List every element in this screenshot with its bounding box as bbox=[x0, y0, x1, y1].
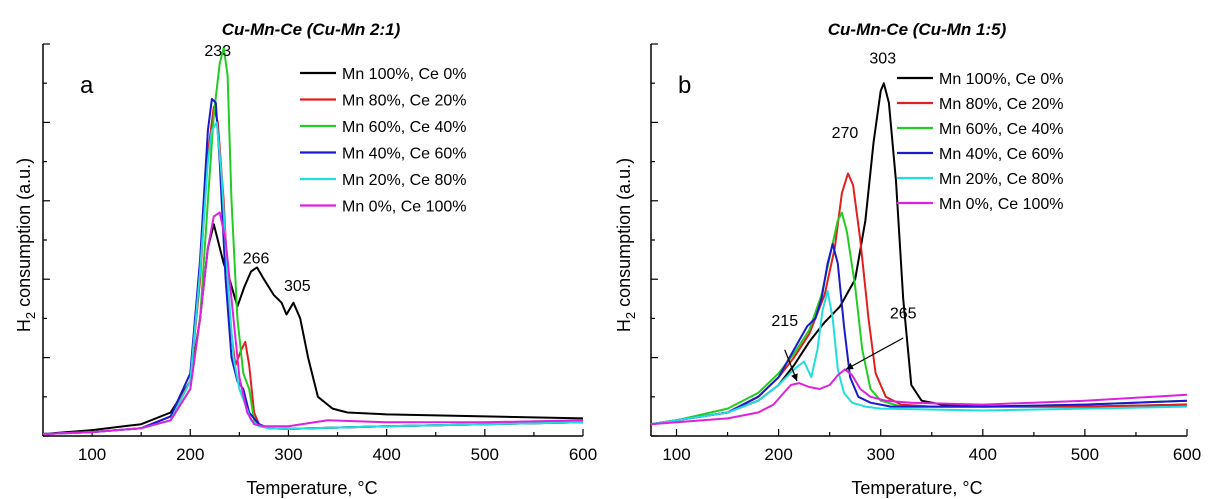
x-tick-label: 100 bbox=[662, 445, 690, 464]
legend-label: Mn 40%, Ce 60% bbox=[342, 146, 467, 163]
x-axis-label: Temperature, °C bbox=[851, 478, 982, 498]
annotation-arrow bbox=[845, 337, 904, 370]
legend-label: Mn 0%, Ce 100% bbox=[939, 196, 1064, 213]
x-tick-label: 500 bbox=[1071, 445, 1099, 464]
peak-label: 266 bbox=[243, 251, 270, 268]
data-series bbox=[650, 82, 1188, 426]
x-tick-label: 100 bbox=[78, 445, 106, 464]
legend-label: Mn 80%, Ce 20% bbox=[342, 93, 467, 110]
y-axis-label: H2 consumption (a.u.) bbox=[614, 158, 638, 332]
series-line-5 bbox=[42, 121, 584, 435]
peak-label: 305 bbox=[284, 278, 311, 295]
x-tick-label: 200 bbox=[764, 445, 792, 464]
x-tick-label: 400 bbox=[969, 445, 997, 464]
panel-letter: a bbox=[80, 72, 94, 99]
peak-label: 233 bbox=[204, 43, 231, 60]
x-tick-label: 600 bbox=[1173, 445, 1201, 464]
chart-panel-b: Cu-Mn-Ce (Cu-Mn 1:5) b H2 consumption (a… bbox=[614, 20, 1201, 498]
x-ticks: 100 200 300 400 500 600 bbox=[662, 429, 1201, 464]
series-line-4 bbox=[42, 97, 584, 435]
legend-label: Mn 20%, Ce 80% bbox=[939, 171, 1064, 188]
legend-label: Mn 0%, Ce 100% bbox=[342, 199, 467, 216]
axes bbox=[650, 43, 1187, 437]
peak-label: 270 bbox=[832, 125, 859, 142]
legend-label: Mn 100%, Ce 0% bbox=[939, 71, 1064, 88]
series-line-4 bbox=[650, 242, 1188, 426]
peak-annotations: 233 266 305 bbox=[204, 43, 310, 295]
axes bbox=[42, 43, 583, 437]
x-tick-label: 500 bbox=[471, 445, 499, 464]
x-tick-label: 300 bbox=[867, 445, 895, 464]
chart-panel-a: Cu-Mn-Ce (Cu-Mn 2:1) a H2 consumption (a… bbox=[14, 20, 597, 498]
series-line-3 bbox=[650, 211, 1188, 426]
peak-label: 265 bbox=[890, 305, 917, 322]
annotation-arrowhead bbox=[791, 373, 798, 382]
legend-label: Mn 100%, Ce 0% bbox=[342, 66, 467, 83]
series-line-2 bbox=[42, 105, 584, 435]
peak-label: 215 bbox=[771, 313, 798, 330]
series-line-1 bbox=[650, 82, 1188, 426]
chart-title: Cu-Mn-Ce (Cu-Mn 2:1) bbox=[222, 20, 401, 39]
data-series bbox=[42, 46, 584, 435]
legend-label: Mn 40%, Ce 60% bbox=[939, 146, 1064, 163]
series-line-1 bbox=[42, 223, 584, 435]
series-line-6 bbox=[650, 368, 1188, 426]
chart-title: Cu-Mn-Ce (Cu-Mn 1:5) bbox=[828, 20, 1007, 39]
legend-label: Mn 60%, Ce 40% bbox=[939, 121, 1064, 138]
legend: Mn 100%, Ce 0% Mn 80%, Ce 20% Mn 60%, Ce 4… bbox=[897, 71, 1064, 213]
x-axis-label: Temperature, °C bbox=[246, 478, 377, 498]
annotation-arrowhead bbox=[846, 362, 854, 370]
legend-label: Mn 60%, Ce 40% bbox=[342, 119, 467, 136]
panel-letter: b bbox=[678, 72, 691, 99]
x-tick-label: 200 bbox=[176, 445, 204, 464]
y-axis-label: H2 consumption (a.u.) bbox=[14, 158, 38, 332]
peak-label: 303 bbox=[869, 51, 896, 68]
legend: Mn 100%, Ce 0% Mn 80%, Ce 20% Mn 60%, Ce 4… bbox=[300, 66, 467, 216]
x-ticks: 100 200 300 400 500 600 bbox=[42, 429, 597, 464]
peak-annotations: 303 270 215 265 bbox=[771, 51, 917, 382]
series-line-6 bbox=[42, 211, 584, 435]
x-tick-label: 600 bbox=[569, 445, 597, 464]
series-line-2 bbox=[650, 172, 1188, 426]
x-tick-label: 300 bbox=[274, 445, 302, 464]
x-tick-label: 400 bbox=[372, 445, 400, 464]
series-line-5 bbox=[650, 290, 1188, 426]
legend-label: Mn 80%, Ce 20% bbox=[939, 96, 1064, 113]
legend-label: Mn 20%, Ce 80% bbox=[342, 172, 467, 189]
